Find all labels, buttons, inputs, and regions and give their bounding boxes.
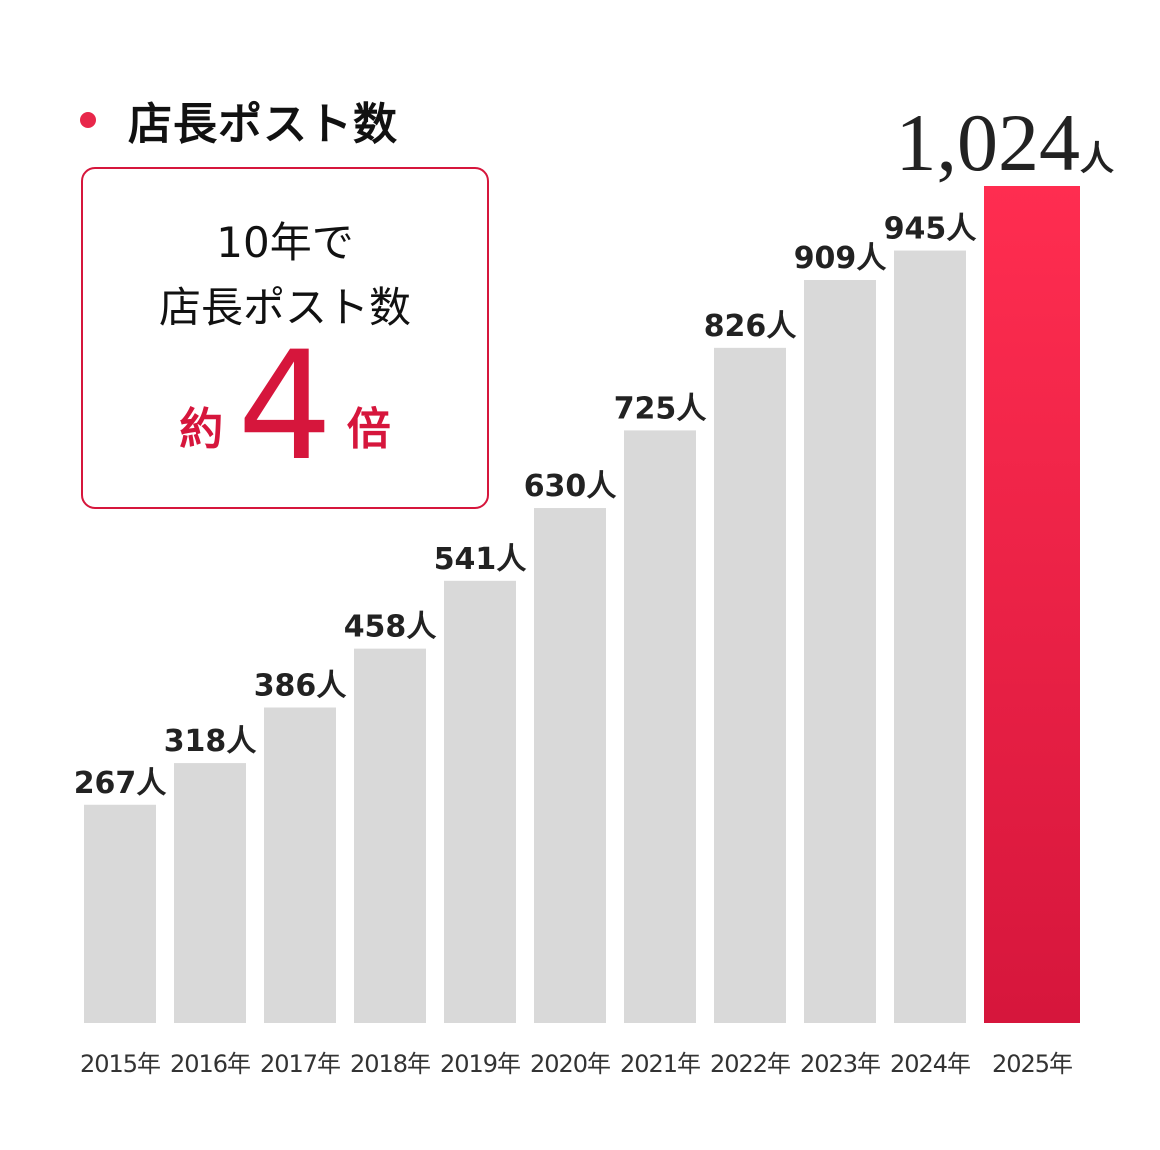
- bar-2015年: [84, 804, 156, 1023]
- title-text: 店長ポスト数: [128, 99, 398, 150]
- x-tick-label: 2020年: [530, 1050, 610, 1078]
- callout-multiplier: 約 4 倍: [83, 320, 487, 494]
- bar-2020年: [534, 508, 606, 1023]
- bar-2016年: [174, 763, 246, 1023]
- data-label: 826人: [704, 309, 797, 344]
- data-label: 909人: [794, 241, 887, 276]
- bar-2019年: [444, 580, 516, 1023]
- data-label: 630人: [524, 469, 617, 504]
- bar-2018年: [354, 648, 426, 1023]
- x-tick-label: 2024年: [890, 1050, 970, 1078]
- x-tick-label: 2018年: [350, 1050, 430, 1078]
- bar-2021年: [624, 430, 696, 1023]
- data-label: 318人: [164, 724, 257, 759]
- data-label: 458人: [344, 610, 437, 645]
- x-tick-label: 2022年: [710, 1050, 790, 1078]
- x-tick-label: 2025年: [992, 1050, 1072, 1078]
- callout-suffix: 倍: [346, 404, 391, 455]
- callout-line1: 10年で: [216, 218, 354, 267]
- callout-number: 4: [237, 320, 333, 494]
- callout-line2: 店長ポスト数: [158, 283, 411, 332]
- x-tick-label: 2017年: [260, 1050, 340, 1078]
- data-label: 541人: [434, 542, 527, 577]
- x-tick-label: 2023年: [800, 1050, 880, 1078]
- bar-2024年: [894, 250, 966, 1023]
- callout-box: 10年で 店長ポスト数 約 4 倍: [81, 167, 489, 509]
- bar-2023年: [804, 279, 876, 1023]
- data-label: 725人: [614, 391, 707, 426]
- data-label-unit: 人: [1080, 139, 1114, 179]
- data-label: 267人: [74, 766, 167, 801]
- bullet-dot-icon: [80, 112, 96, 128]
- x-tick-label: 2021年: [620, 1050, 700, 1078]
- data-label: 386人: [254, 668, 347, 703]
- chart-title: 店長ポスト数: [80, 88, 398, 152]
- bar-2025年: [984, 186, 1080, 1023]
- bar-2017年: [264, 707, 336, 1023]
- data-label-highlight: 1,024: [896, 97, 1081, 188]
- bar-2022年: [714, 347, 786, 1023]
- data-label: 945人: [884, 212, 977, 247]
- x-tick-label: 2015年: [80, 1050, 160, 1078]
- x-tick-label: 2019年: [440, 1050, 520, 1078]
- callout-prefix: 約: [179, 404, 224, 455]
- x-tick-label: 2016年: [170, 1050, 250, 1078]
